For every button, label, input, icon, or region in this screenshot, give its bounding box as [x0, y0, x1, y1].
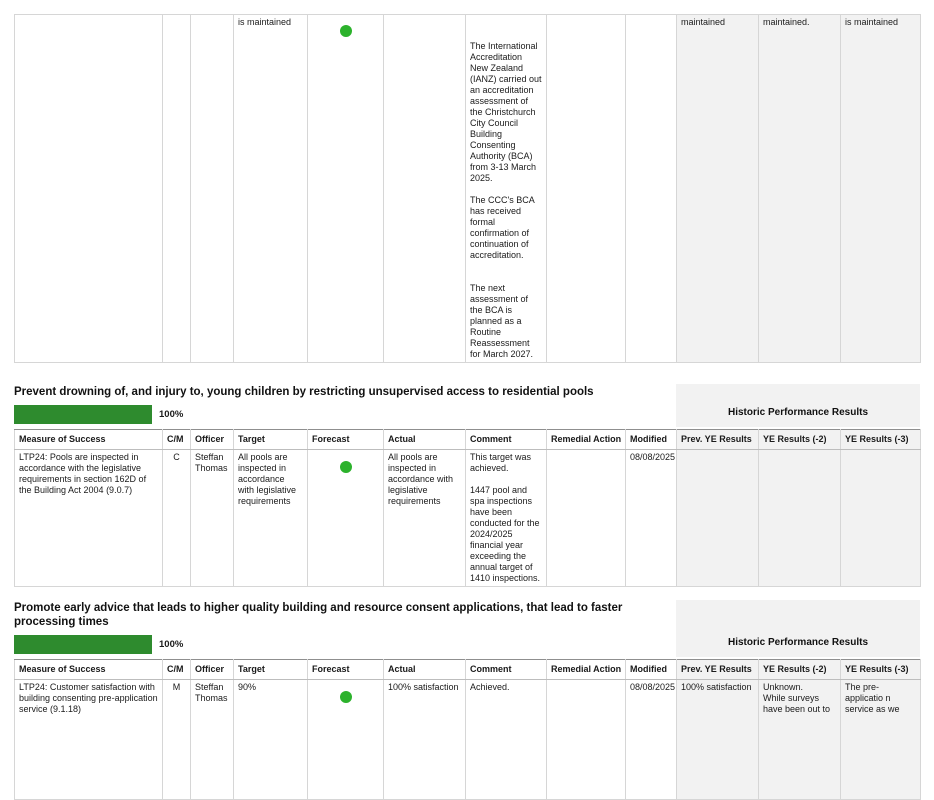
col-cm: C/M: [162, 659, 191, 680]
actual-cell: All pools are inspected in accordance wi…: [383, 449, 466, 587]
ye-results-minus2-cell: maintained.: [758, 14, 841, 363]
col-ye-results-minus3: YE Results (-3): [840, 659, 921, 680]
section-early-advice: Historic Performance Results Promote ear…: [14, 600, 921, 800]
remedial-action-cell: [546, 679, 626, 800]
green-status-dot-icon: [339, 691, 352, 703]
col-ye-results-minus2: YE Results (-2): [758, 659, 841, 680]
prev-ye-results-cell: 100% satisfaction: [676, 679, 759, 800]
col-modified: Modified: [625, 429, 677, 450]
actual-cell: 100% satisfaction: [383, 679, 466, 800]
pool-inspections-table: Measure of Success C/M Officer Target Fo…: [14, 429, 921, 587]
forecast-cell: [307, 449, 384, 587]
cm-cell: [162, 14, 191, 363]
forecast-cell: [307, 679, 384, 800]
modified-cell: 08/08/2025: [625, 449, 677, 587]
target-cell: 90%: [233, 679, 308, 800]
cm-cell: C: [162, 449, 191, 587]
col-remedial-action: Remedial Action: [546, 659, 626, 680]
target-cell: is maintained: [233, 14, 308, 363]
col-actual: Actual: [383, 429, 466, 450]
officer-cell: Steffan Thomas: [190, 679, 234, 800]
prev-ye-results-cell: [676, 449, 759, 587]
col-ye-results-minus3: YE Results (-3): [840, 429, 921, 450]
progress-bar-fill: [14, 635, 152, 654]
comment-cell: The International Accreditation New Zeal…: [465, 14, 547, 363]
table-header-row: Measure of Success C/M Officer Target Fo…: [14, 429, 921, 450]
green-status-dot-icon: [339, 25, 352, 37]
col-comment: Comment: [465, 659, 547, 680]
green-status-dot-icon: [339, 461, 352, 473]
col-officer: Officer: [190, 659, 234, 680]
col-prev-ye-results: Prev. YE Results: [676, 429, 759, 450]
remedial-action-cell: [546, 14, 626, 363]
col-forecast: Forecast: [307, 429, 384, 450]
comment-cell: This target was achieved. 1447 pool and s…: [465, 449, 547, 587]
officer-cell: Steffan Thomas: [190, 449, 234, 587]
progress-bar-fill: [14, 405, 152, 424]
continuation-table: is maintained The International Accredit…: [14, 14, 921, 363]
ye-results-minus2-cell: [758, 449, 841, 587]
col-modified: Modified: [625, 659, 677, 680]
forecast-cell: [307, 14, 384, 363]
ye-results-minus3-cell: The pre-applicatio n service as we: [840, 679, 921, 800]
table-row: is maintained The International Accredit…: [14, 14, 921, 363]
table-row: LTP24: Customer satisfaction with buildi…: [14, 679, 921, 800]
progress-bar: [14, 405, 152, 424]
section-progress: 100%: [14, 635, 920, 654]
section-progress: 100%: [14, 405, 920, 424]
col-prev-ye-results: Prev. YE Results: [676, 659, 759, 680]
col-target: Target: [233, 429, 308, 450]
performance-report-page: is maintained The International Accredit…: [14, 14, 921, 800]
table-row: LTP24: Pools are inspected in accordance…: [14, 449, 921, 587]
progress-label: 100%: [159, 409, 184, 420]
col-cm: C/M: [162, 429, 191, 450]
modified-cell: 08/08/2025: [625, 679, 677, 800]
modified-cell: [625, 14, 677, 363]
ye-results-minus2-cell: Unknown. While surveys have been out to: [758, 679, 841, 800]
col-forecast: Forecast: [307, 659, 384, 680]
section-heading: Promote early advice that leads to highe…: [14, 602, 623, 628]
officer-cell: [190, 14, 234, 363]
comment-cell: Achieved.: [465, 679, 547, 800]
historic-performance-results-header: Historic Performance Results: [676, 600, 920, 657]
section-pool-inspections: Historic Performance Results Prevent dro…: [14, 384, 921, 587]
table-header-row: Measure of Success C/M Officer Target Fo…: [14, 659, 921, 680]
col-comment: Comment: [465, 429, 547, 450]
section-heading: Prevent drowning of, and injury to, youn…: [14, 386, 594, 398]
col-measure-of-success: Measure of Success: [14, 429, 163, 450]
measure-cell: [14, 14, 163, 363]
col-target: Target: [233, 659, 308, 680]
measure-cell: LTP24: Customer satisfaction with buildi…: [14, 679, 163, 800]
progress-bar: [14, 635, 152, 654]
col-officer: Officer: [190, 429, 234, 450]
progress-label: 100%: [159, 639, 184, 650]
cm-cell: M: [162, 679, 191, 800]
measure-cell: LTP24: Pools are inspected in accordance…: [14, 449, 163, 587]
col-actual: Actual: [383, 659, 466, 680]
ye-results-minus3-cell: [840, 449, 921, 587]
target-cell: All pools are inspected in accordance wi…: [233, 449, 308, 587]
ye-results-minus3-cell: is maintained: [840, 14, 921, 363]
actual-cell: [383, 14, 466, 363]
col-ye-results-minus2: YE Results (-2): [758, 429, 841, 450]
prev-ye-results-cell: maintained: [676, 14, 759, 363]
historic-performance-results-header: Historic Performance Results: [676, 384, 920, 427]
remedial-action-cell: [546, 449, 626, 587]
early-advice-table: Measure of Success C/M Officer Target Fo…: [14, 659, 921, 800]
col-remedial-action: Remedial Action: [546, 429, 626, 450]
col-measure-of-success: Measure of Success: [14, 659, 163, 680]
